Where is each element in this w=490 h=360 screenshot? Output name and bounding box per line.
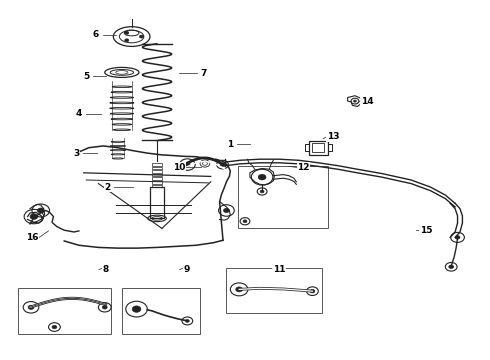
Bar xyxy=(152,174,162,176)
Circle shape xyxy=(449,265,454,269)
Bar xyxy=(152,181,162,184)
Circle shape xyxy=(102,306,107,309)
Bar xyxy=(122,288,200,334)
Circle shape xyxy=(185,319,189,322)
Text: 9: 9 xyxy=(183,265,190,274)
Bar xyxy=(152,185,162,187)
Circle shape xyxy=(353,100,356,102)
Text: 6: 6 xyxy=(93,30,99,39)
Text: 3: 3 xyxy=(74,149,79,158)
Text: 1: 1 xyxy=(227,140,233,149)
Text: 8: 8 xyxy=(102,265,109,274)
Text: 4: 4 xyxy=(75,109,82,118)
Circle shape xyxy=(455,235,460,239)
Bar xyxy=(18,288,111,334)
Circle shape xyxy=(140,35,144,38)
Bar xyxy=(150,187,164,218)
Text: 12: 12 xyxy=(297,163,310,172)
Circle shape xyxy=(30,214,38,220)
Bar xyxy=(309,140,328,155)
Circle shape xyxy=(28,305,34,310)
Circle shape xyxy=(223,208,229,213)
Circle shape xyxy=(258,174,266,180)
Circle shape xyxy=(310,289,315,293)
Circle shape xyxy=(125,31,129,34)
Text: 14: 14 xyxy=(361,96,373,105)
Text: 16: 16 xyxy=(26,233,39,242)
Text: 5: 5 xyxy=(83,72,89,81)
Bar xyxy=(152,167,162,169)
Text: 11: 11 xyxy=(273,265,286,274)
Circle shape xyxy=(52,325,57,329)
Circle shape xyxy=(132,306,141,312)
Text: 15: 15 xyxy=(419,226,432,235)
Bar xyxy=(152,170,162,173)
Text: 2: 2 xyxy=(104,183,110,192)
Circle shape xyxy=(236,287,243,292)
Circle shape xyxy=(260,190,264,193)
Circle shape xyxy=(220,163,225,166)
Bar xyxy=(152,163,162,166)
Circle shape xyxy=(184,162,190,167)
Bar xyxy=(313,143,324,152)
Bar xyxy=(152,177,162,180)
Text: 7: 7 xyxy=(200,69,207,78)
Bar xyxy=(238,166,328,228)
Circle shape xyxy=(37,208,44,213)
Bar xyxy=(226,268,322,313)
Circle shape xyxy=(243,220,247,223)
Text: 10: 10 xyxy=(173,163,185,172)
Circle shape xyxy=(125,39,129,42)
Text: 13: 13 xyxy=(327,132,339,141)
